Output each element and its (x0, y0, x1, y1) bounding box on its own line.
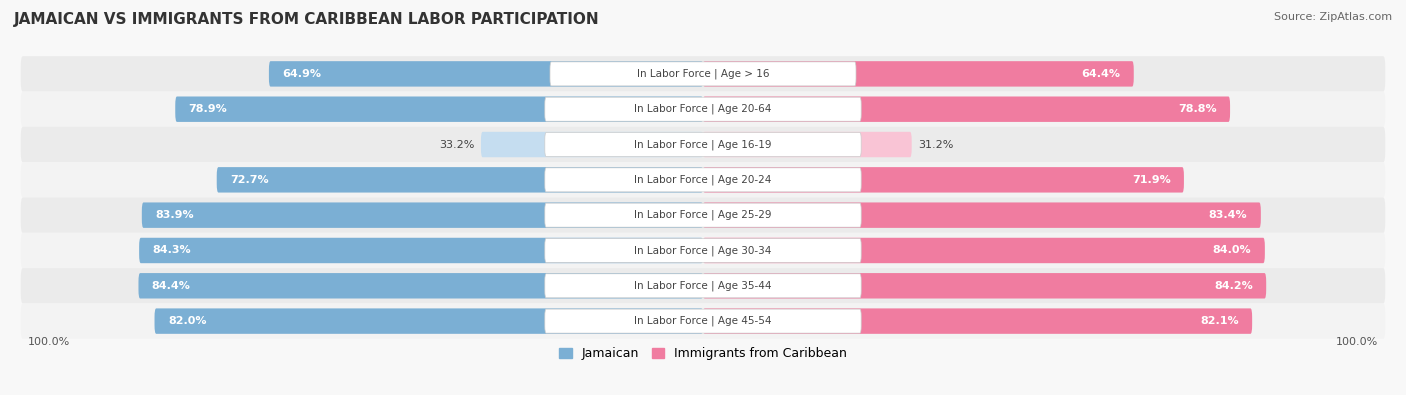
Text: In Labor Force | Age 25-29: In Labor Force | Age 25-29 (634, 210, 772, 220)
FancyBboxPatch shape (703, 203, 1261, 228)
Text: 100.0%: 100.0% (1336, 337, 1378, 346)
FancyBboxPatch shape (544, 97, 862, 121)
Text: 33.2%: 33.2% (439, 139, 474, 150)
Text: 82.0%: 82.0% (167, 316, 207, 326)
Text: In Labor Force | Age 20-64: In Labor Force | Age 20-64 (634, 104, 772, 115)
FancyBboxPatch shape (21, 233, 1385, 268)
FancyBboxPatch shape (544, 239, 862, 263)
FancyBboxPatch shape (703, 308, 1253, 334)
FancyBboxPatch shape (544, 309, 862, 333)
Text: 84.0%: 84.0% (1213, 245, 1251, 256)
Text: 84.3%: 84.3% (152, 245, 191, 256)
FancyBboxPatch shape (550, 62, 856, 86)
Text: 78.8%: 78.8% (1178, 104, 1216, 114)
Text: 64.9%: 64.9% (283, 69, 322, 79)
FancyBboxPatch shape (217, 167, 703, 192)
FancyBboxPatch shape (544, 274, 862, 298)
FancyBboxPatch shape (703, 273, 1267, 299)
FancyBboxPatch shape (139, 238, 703, 263)
FancyBboxPatch shape (21, 162, 1385, 198)
FancyBboxPatch shape (703, 132, 911, 157)
Text: In Labor Force | Age > 16: In Labor Force | Age > 16 (637, 69, 769, 79)
FancyBboxPatch shape (703, 61, 1133, 87)
Text: 83.9%: 83.9% (155, 210, 194, 220)
Text: 100.0%: 100.0% (28, 337, 70, 346)
Text: 31.2%: 31.2% (918, 139, 953, 150)
FancyBboxPatch shape (544, 203, 862, 227)
FancyBboxPatch shape (481, 132, 703, 157)
Text: 78.9%: 78.9% (188, 104, 228, 114)
Text: JAMAICAN VS IMMIGRANTS FROM CARIBBEAN LABOR PARTICIPATION: JAMAICAN VS IMMIGRANTS FROM CARIBBEAN LA… (14, 12, 600, 27)
FancyBboxPatch shape (703, 167, 1184, 192)
Text: 84.4%: 84.4% (152, 281, 191, 291)
FancyBboxPatch shape (142, 203, 703, 228)
Text: In Labor Force | Age 30-34: In Labor Force | Age 30-34 (634, 245, 772, 256)
Text: 83.4%: 83.4% (1209, 210, 1247, 220)
Text: In Labor Force | Age 20-24: In Labor Force | Age 20-24 (634, 175, 772, 185)
Text: 71.9%: 71.9% (1132, 175, 1171, 185)
FancyBboxPatch shape (544, 132, 862, 156)
Text: In Labor Force | Age 35-44: In Labor Force | Age 35-44 (634, 280, 772, 291)
Text: In Labor Force | Age 16-19: In Labor Force | Age 16-19 (634, 139, 772, 150)
Text: In Labor Force | Age 45-54: In Labor Force | Age 45-54 (634, 316, 772, 326)
FancyBboxPatch shape (21, 127, 1385, 162)
FancyBboxPatch shape (703, 238, 1265, 263)
FancyBboxPatch shape (703, 96, 1230, 122)
FancyBboxPatch shape (21, 92, 1385, 127)
FancyBboxPatch shape (138, 273, 703, 299)
FancyBboxPatch shape (544, 168, 862, 192)
Text: 84.2%: 84.2% (1213, 281, 1253, 291)
FancyBboxPatch shape (21, 268, 1385, 303)
FancyBboxPatch shape (269, 61, 703, 87)
FancyBboxPatch shape (176, 96, 703, 122)
Text: 64.4%: 64.4% (1081, 69, 1121, 79)
Text: 72.7%: 72.7% (231, 175, 269, 185)
FancyBboxPatch shape (21, 198, 1385, 233)
FancyBboxPatch shape (21, 56, 1385, 92)
Legend: Jamaican, Immigrants from Caribbean: Jamaican, Immigrants from Caribbean (554, 342, 852, 365)
FancyBboxPatch shape (21, 303, 1385, 339)
Text: 82.1%: 82.1% (1201, 316, 1239, 326)
Text: Source: ZipAtlas.com: Source: ZipAtlas.com (1274, 12, 1392, 22)
FancyBboxPatch shape (155, 308, 703, 334)
